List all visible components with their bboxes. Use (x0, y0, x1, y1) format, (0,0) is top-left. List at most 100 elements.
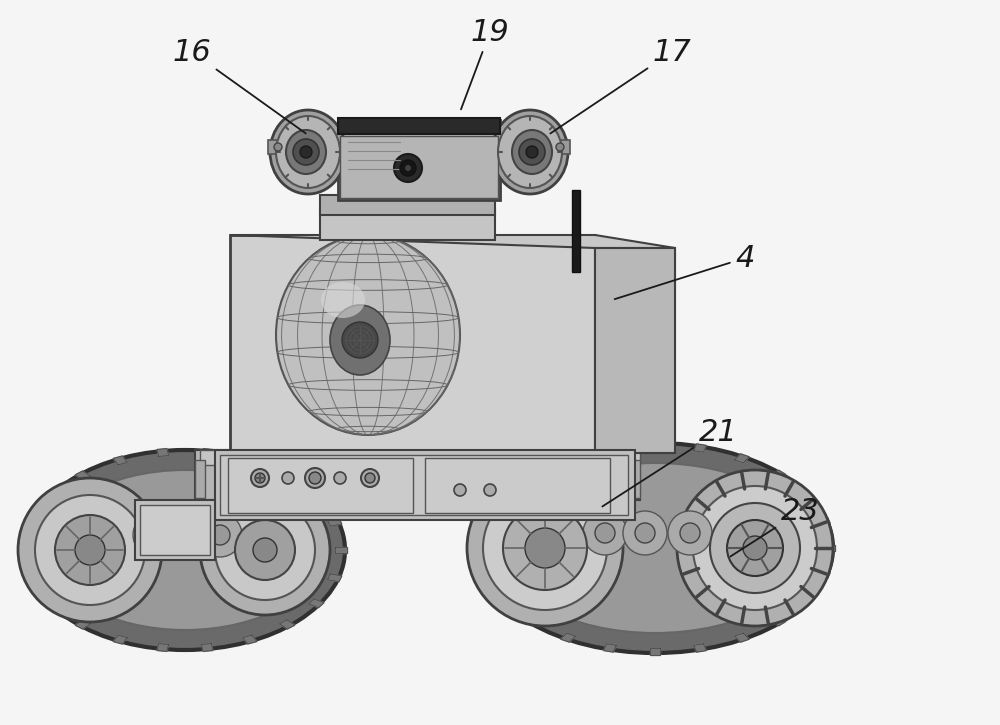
Bar (320, 210, 495, 240)
Circle shape (526, 146, 538, 158)
Text: 4: 4 (615, 244, 755, 299)
Polygon shape (561, 454, 575, 463)
Bar (528, 140, 570, 154)
Bar (572, 190, 580, 272)
Circle shape (251, 469, 269, 487)
Ellipse shape (330, 305, 390, 375)
Circle shape (305, 468, 325, 488)
Polygon shape (308, 599, 324, 608)
Polygon shape (243, 635, 257, 644)
Bar (200, 450, 640, 465)
Bar (425, 458, 610, 513)
Bar (320, 195, 495, 215)
Circle shape (534, 143, 542, 151)
Polygon shape (75, 620, 91, 629)
Polygon shape (770, 471, 786, 479)
Polygon shape (798, 595, 813, 604)
Polygon shape (46, 492, 62, 501)
Circle shape (668, 511, 712, 555)
Circle shape (519, 139, 545, 165)
Bar (595, 248, 675, 453)
Polygon shape (816, 571, 830, 579)
Circle shape (635, 523, 655, 543)
Bar (468, 150, 500, 160)
Circle shape (595, 523, 615, 543)
Circle shape (55, 515, 125, 585)
Circle shape (680, 523, 700, 543)
Ellipse shape (477, 443, 833, 653)
Polygon shape (308, 492, 324, 501)
Circle shape (298, 143, 306, 151)
Polygon shape (328, 574, 342, 581)
Bar (338, 118, 500, 134)
Polygon shape (201, 449, 213, 457)
Circle shape (583, 511, 627, 555)
Polygon shape (497, 595, 512, 604)
Circle shape (484, 484, 496, 496)
Circle shape (743, 536, 767, 560)
Circle shape (503, 506, 587, 590)
Circle shape (454, 484, 466, 496)
Polygon shape (735, 633, 749, 642)
Circle shape (710, 503, 800, 593)
Text: 19: 19 (461, 17, 509, 109)
Bar (338, 150, 370, 160)
Bar (228, 458, 413, 513)
Polygon shape (28, 518, 42, 526)
Circle shape (361, 469, 379, 487)
Text: 16: 16 (173, 38, 306, 133)
Circle shape (255, 473, 265, 483)
Circle shape (727, 520, 783, 576)
Polygon shape (113, 635, 127, 644)
Circle shape (300, 146, 312, 158)
Ellipse shape (498, 116, 562, 188)
Circle shape (467, 470, 623, 626)
Polygon shape (157, 644, 169, 651)
Circle shape (525, 528, 565, 568)
Circle shape (35, 495, 145, 605)
Circle shape (75, 535, 105, 565)
Polygon shape (561, 633, 575, 642)
Circle shape (253, 538, 277, 562)
Bar (215, 450, 635, 520)
Polygon shape (798, 492, 813, 500)
Polygon shape (604, 644, 616, 652)
Circle shape (309, 472, 321, 484)
Bar (140, 505, 210, 555)
Bar (330, 200, 485, 215)
Ellipse shape (276, 328, 470, 358)
Polygon shape (279, 471, 295, 480)
Circle shape (293, 139, 319, 165)
Polygon shape (650, 648, 660, 655)
Circle shape (365, 473, 375, 483)
Polygon shape (770, 616, 786, 626)
Bar (230, 235, 595, 455)
Bar (340, 136, 498, 198)
Polygon shape (230, 235, 675, 248)
Ellipse shape (276, 116, 340, 188)
Circle shape (198, 513, 242, 557)
Polygon shape (816, 518, 830, 525)
Ellipse shape (286, 130, 326, 174)
Ellipse shape (25, 450, 345, 650)
Circle shape (235, 520, 295, 580)
Polygon shape (595, 248, 675, 453)
Polygon shape (157, 449, 169, 457)
Circle shape (334, 472, 346, 484)
Text: 23: 23 (730, 497, 819, 557)
Polygon shape (201, 644, 213, 651)
Circle shape (394, 154, 422, 182)
Circle shape (274, 143, 282, 151)
Polygon shape (75, 471, 91, 480)
Circle shape (556, 143, 564, 151)
Circle shape (210, 525, 230, 545)
Ellipse shape (492, 110, 568, 194)
Polygon shape (604, 444, 616, 452)
Polygon shape (735, 454, 749, 463)
Polygon shape (23, 547, 35, 553)
Polygon shape (113, 456, 127, 465)
Polygon shape (650, 441, 660, 448)
Bar (220, 455, 628, 515)
Ellipse shape (276, 235, 460, 435)
Bar (195, 460, 205, 498)
